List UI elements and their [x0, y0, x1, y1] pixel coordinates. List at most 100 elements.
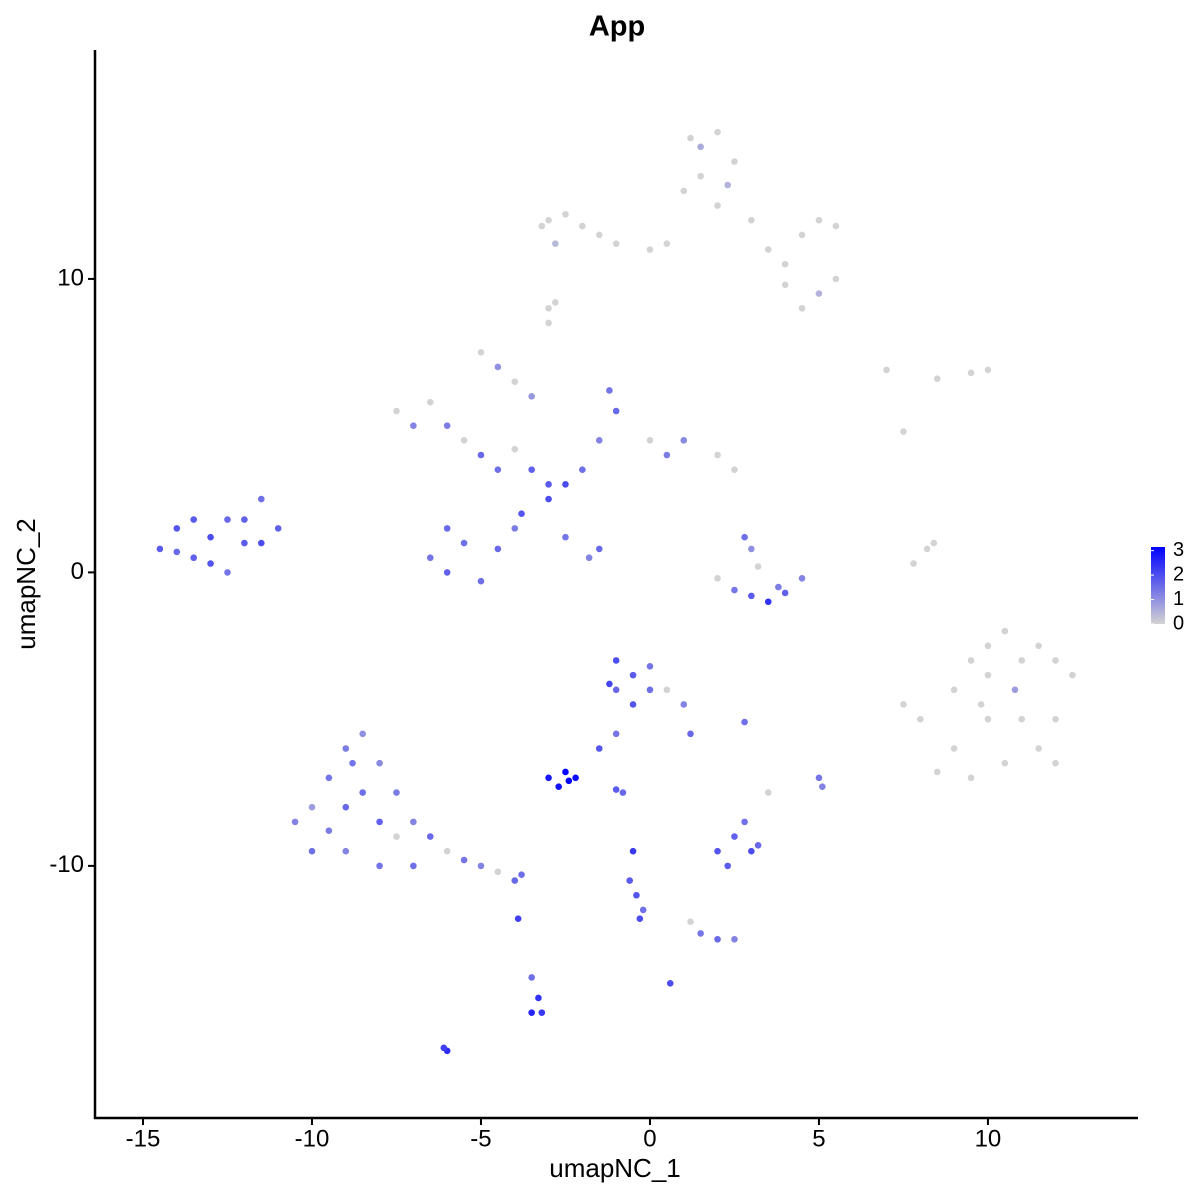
cell-point: [714, 935, 721, 943]
cell-point: [612, 686, 620, 694]
cell-point: [832, 222, 840, 230]
cell-point: [477, 862, 485, 870]
cell-point: [585, 554, 593, 562]
cell-point: [595, 231, 603, 239]
cell-point: [511, 445, 519, 453]
cell-point: [595, 437, 603, 444]
cell-point: [528, 466, 535, 473]
cell-point: [781, 260, 789, 268]
cell-point: [680, 701, 688, 708]
cell-point: [680, 437, 688, 444]
cell-point: [984, 671, 992, 679]
cell-point: [900, 701, 907, 708]
cell-point: [1069, 671, 1076, 679]
cell-point: [440, 1044, 448, 1052]
cell-point: [612, 786, 620, 793]
colorbar-tick-label: 0: [1173, 612, 1184, 634]
cell-point: [714, 847, 721, 855]
cell-point: [731, 833, 738, 840]
cell-point: [241, 516, 248, 523]
x-tick-label: 5: [812, 1125, 825, 1152]
cell-point: [798, 304, 806, 312]
cell-point: [511, 378, 519, 385]
cell-point: [984, 366, 992, 374]
cell-point: [572, 774, 579, 782]
cell-point: [1018, 715, 1026, 723]
cell-point: [815, 774, 823, 782]
cell-point: [443, 422, 451, 429]
cell-point: [494, 466, 502, 473]
cell-point: [342, 745, 350, 752]
cell-point: [663, 240, 671, 248]
cell-point: [426, 554, 434, 562]
cell-point: [376, 818, 383, 826]
cell-point: [1052, 657, 1059, 664]
cell-point: [687, 730, 694, 738]
cell-point: [687, 134, 694, 142]
cell-point: [494, 868, 502, 876]
cell-point: [207, 533, 214, 541]
cell-point: [274, 525, 282, 532]
cell-point: [460, 539, 468, 547]
cell-point: [612, 657, 620, 664]
colorbar-tick-label: 3: [1173, 539, 1184, 561]
cell-point: [393, 833, 400, 840]
cell-point: [619, 789, 627, 796]
cell-point: [798, 231, 806, 239]
cell-point: [291, 818, 299, 826]
cell-point: [748, 545, 755, 553]
cell-point: [815, 290, 823, 297]
cell-point: [680, 187, 688, 195]
cell-point: [731, 586, 738, 594]
cell-point: [1052, 715, 1059, 723]
cell-point: [930, 539, 938, 547]
cell-point: [815, 216, 823, 224]
cell-point: [545, 774, 552, 782]
cell-point: [714, 128, 721, 136]
cell-point: [257, 539, 265, 547]
cell-point: [555, 783, 563, 790]
cell-point: [629, 847, 637, 855]
cell-point: [781, 589, 789, 597]
cell-point: [426, 833, 434, 840]
cell-point: [552, 240, 559, 248]
cell-point: [190, 516, 197, 523]
cell-point: [748, 216, 755, 224]
cell-point: [606, 387, 613, 394]
cell-point: [538, 222, 546, 230]
cell-point: [257, 495, 265, 503]
cell-point: [1001, 759, 1009, 767]
colorbar-tick-label: 1: [1173, 588, 1184, 610]
cell-point: [646, 663, 654, 670]
cell-point: [325, 827, 333, 834]
cell-point: [494, 545, 502, 553]
cell-point: [754, 842, 762, 849]
cell-point: [724, 181, 731, 189]
cell-point: [494, 363, 502, 371]
cell-point: [535, 994, 542, 1002]
cell-point: [565, 777, 573, 785]
cell-point: [1011, 686, 1019, 694]
cell-point: [748, 847, 755, 855]
cell-point: [325, 774, 333, 782]
cell-point: [626, 877, 633, 884]
cell-point: [538, 1009, 546, 1016]
cell-point: [518, 510, 525, 518]
cell-point: [724, 862, 731, 870]
colorbar: [1151, 547, 1165, 624]
cell-point: [764, 789, 772, 796]
cell-point: [595, 745, 603, 752]
cell-point: [1018, 657, 1026, 664]
x-tick-label: 10: [975, 1125, 1002, 1152]
cell-point: [636, 915, 644, 923]
cell-point: [410, 422, 417, 429]
cell-point: [687, 918, 694, 925]
cell-point: [359, 730, 366, 738]
cell-point: [579, 222, 586, 230]
cell-point: [984, 715, 992, 723]
cell-point: [798, 574, 806, 582]
y-tick-label: -10: [49, 851, 84, 878]
x-tick-label: -5: [470, 1125, 491, 1152]
cell-point: [731, 466, 738, 473]
cell-point: [224, 516, 231, 523]
